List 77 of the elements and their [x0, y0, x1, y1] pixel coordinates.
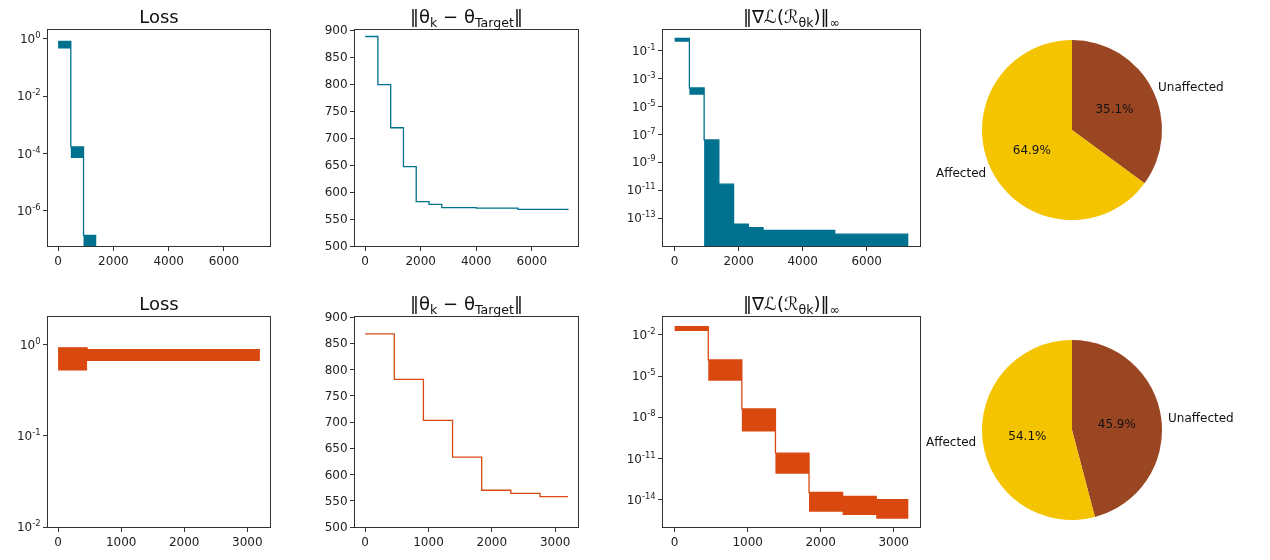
y-tick-label: 750	[324, 388, 348, 403]
x-tick-label: 0	[361, 535, 369, 550]
y-tick-label: 850	[324, 50, 348, 65]
y-tick-label: 10$^{-6}$	[16, 202, 41, 219]
y-tick-label: 10$^{-2}$	[16, 518, 41, 535]
y-tick-label: 10$^{-5}$	[631, 367, 656, 384]
pie-slice	[982, 340, 1095, 520]
chart-title: ‖∇ℒ(ℛ$_{θk}$)‖$_{∞}$	[743, 293, 840, 317]
x-tick-label: 3000	[232, 535, 263, 550]
y-tick-label: 700	[324, 131, 348, 146]
x-tick-label: 0	[54, 254, 62, 269]
x-tick-label: 2000	[168, 535, 200, 550]
x-tick-label: 4000	[460, 254, 492, 269]
slice-label: Affected	[926, 435, 977, 449]
y-tick-label: 10$^{-3}$	[631, 69, 656, 86]
y-tick-label: 10$^{-5}$	[631, 97, 656, 114]
y-tick-label: 600	[324, 467, 348, 482]
y-tick-label: 10$^{-1}$	[631, 41, 656, 58]
x-tick-label: 4000	[787, 254, 818, 269]
y-tick-label: 500	[324, 239, 348, 254]
y-tick-label: 850	[324, 336, 348, 351]
y-tick-label: 650	[324, 158, 348, 173]
x-tick-label: 3000	[539, 535, 571, 550]
y-tick-label: 10$^{-2}$	[631, 326, 656, 343]
x-tick-label: 1000	[105, 535, 137, 550]
y-tick-label: 750	[324, 104, 348, 119]
x-tick-label: 6000	[516, 254, 548, 269]
y-tick-label: 900	[324, 310, 348, 325]
y-tick-label: 10$^{-1}$	[16, 426, 41, 443]
slice-label: Affected	[936, 166, 987, 180]
x-tick-label: 4000	[153, 254, 184, 269]
x-tick-label: 6000	[208, 254, 240, 269]
y-tick-label: 550	[324, 212, 348, 227]
x-tick-label: 1000	[413, 535, 444, 550]
y-tick-label: 650	[324, 441, 348, 456]
y-tick-label: 10$^{-4}$	[16, 144, 41, 161]
x-tick-label: 0	[54, 535, 62, 550]
data-label: 54.1%	[1008, 428, 1047, 443]
y-tick-label: 10$^{-13}$	[626, 209, 656, 226]
x-tick-label: 2000	[98, 254, 129, 269]
x-tick-label: 2000	[405, 254, 436, 269]
data-label: 64.9%	[1012, 143, 1051, 158]
y-tick-label: 10$^{0}$	[19, 335, 41, 352]
x-tick-label: 0	[670, 254, 679, 269]
y-tick-label: 700	[324, 415, 348, 430]
x-tick-label: 0	[361, 254, 369, 269]
y-tick-label: 550	[324, 493, 348, 508]
y-tick-label: 900	[324, 23, 348, 38]
x-tick-label: 0	[670, 535, 679, 550]
data-label: 45.9%	[1097, 417, 1136, 432]
chart-title: Loss	[139, 6, 179, 27]
pie-slice	[1072, 340, 1162, 518]
y-tick-label: 500	[324, 520, 348, 535]
chart-title: Loss	[139, 293, 179, 314]
x-tick-label: 1000	[732, 535, 763, 550]
x-tick-label: 2000	[805, 535, 836, 550]
y-tick-label: 10$^{-14}$	[626, 490, 656, 507]
slice-label: Unaffected	[1158, 80, 1224, 94]
y-tick-label: 10$^{-9}$	[631, 153, 656, 170]
x-tick-label: 2000	[723, 254, 754, 269]
y-tick-label: 10$^{-11}$	[626, 449, 656, 466]
x-tick-label: 3000	[878, 535, 909, 550]
y-tick-label: 10$^{-8}$	[631, 408, 656, 425]
x-tick-label: 6000	[851, 254, 882, 269]
slice-label: Unaffected	[1168, 411, 1234, 425]
y-tick-label: 10$^{-2}$	[16, 87, 41, 104]
y-tick-label: 600	[324, 185, 348, 200]
chart-title: ‖θ$_{k}$ − θ$_{Target}$‖	[410, 6, 523, 30]
y-tick-label: 800	[324, 77, 348, 92]
data-label: 35.1%	[1095, 101, 1134, 116]
y-tick-label: 10$^{0}$	[19, 29, 41, 46]
chart-title: ‖θ$_{k}$ − θ$_{Target}$‖	[410, 293, 523, 317]
chart-title: ‖∇ℒ(ℛ$_{θk}$)‖$_{∞}$	[743, 6, 840, 30]
y-tick-label: 10$^{-11}$	[626, 181, 656, 198]
y-tick-label: 10$^{-7}$	[631, 125, 656, 142]
x-tick-label: 2000	[476, 535, 508, 550]
y-tick-label: 800	[324, 362, 348, 377]
